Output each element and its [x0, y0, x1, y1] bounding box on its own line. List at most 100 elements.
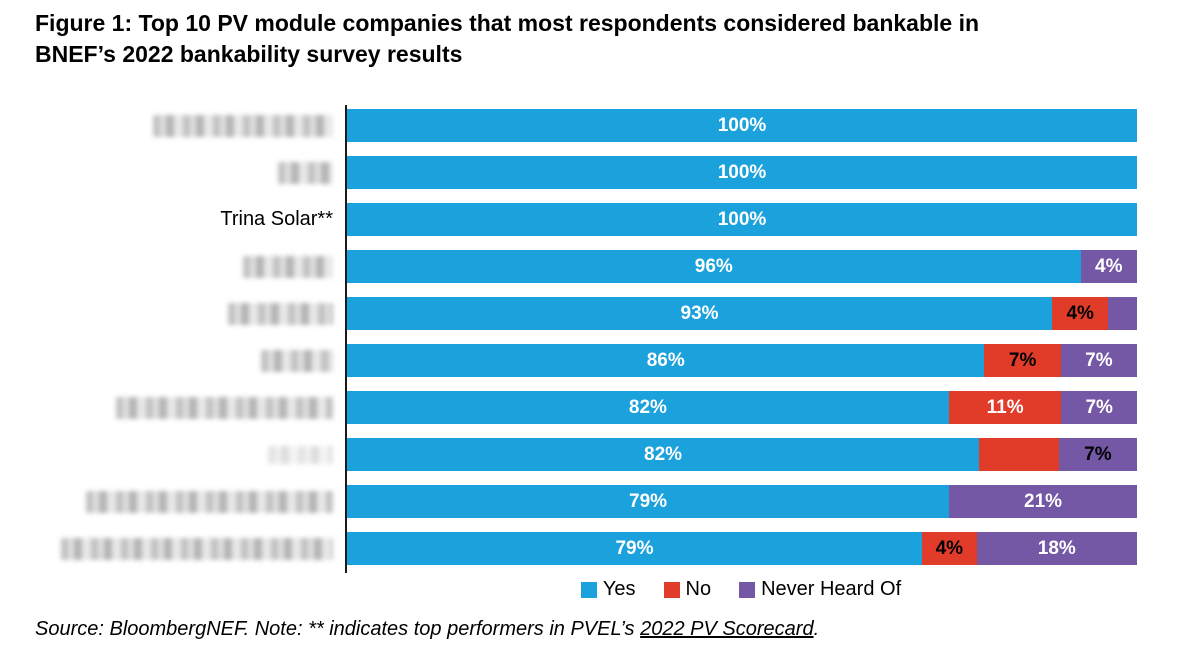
stacked-bar: 82% 11% 7%: [347, 391, 1137, 424]
source-note: Source: BloombergNEF. Note: ** indicates…: [35, 618, 1175, 641]
bar-segment-no: 11%: [948, 391, 1062, 424]
bar-segment-yes: 100%: [347, 109, 1137, 142]
row-label: [35, 302, 345, 325]
bar-segment-never-heard-of: 7%: [1058, 438, 1137, 471]
bar-segment-never-heard-of: 7%: [1060, 344, 1138, 377]
bar-segment-never-heard-of: 21%: [949, 485, 1137, 518]
segment-value-label: 96%: [694, 256, 733, 277]
row-label: [35, 114, 345, 137]
chart-row: 100%: [35, 102, 1137, 149]
segment-value-label: 7%: [1085, 397, 1113, 418]
bar-chart-rows: 100% 100% Trina Solar** 100% 96% 4% 93% 4% 86% 7%…: [35, 102, 1138, 573]
row-label: Trina Solar**: [220, 208, 333, 230]
bar-segment-no: [979, 438, 1059, 471]
redacted-company-name: [278, 161, 333, 184]
bar-segment-yes: 79%: [347, 532, 922, 565]
chart-row: Trina Solar** 100%: [35, 196, 1137, 243]
segment-value-label: 7%: [1008, 350, 1037, 371]
bar-segment-yes: 82%: [347, 438, 980, 471]
segment-value-label: 82%: [644, 444, 683, 465]
stacked-bar: 79% 4% 18%: [347, 532, 1137, 565]
redacted-company-name: [268, 445, 333, 464]
redacted-company-name: [261, 349, 333, 372]
chart-row: 82% 7%: [35, 431, 1137, 478]
segment-value-label: 86%: [646, 350, 685, 371]
stacked-bar: 100%: [347, 156, 1137, 189]
segment-value-label: 79%: [629, 491, 668, 512]
stacked-bar: 86% 7% 7%: [347, 344, 1138, 377]
segment-value-label: 4%: [1095, 256, 1123, 277]
legend-swatch: [739, 581, 756, 598]
stacked-bar: 79% 21%: [347, 485, 1137, 518]
bar-segment-yes: 96%: [347, 250, 1081, 283]
row-label: [35, 161, 345, 184]
legend-label: No: [685, 578, 712, 600]
figure-title: Figure 1: Top 10 PV module companies tha…: [35, 10, 980, 67]
redacted-company-name: [153, 114, 333, 137]
segment-value-label: 100%: [717, 209, 767, 230]
row-label: [35, 396, 345, 419]
chart-row: 86% 7% 7%: [35, 337, 1138, 384]
bar-segment-never-heard-of: 7%: [1061, 391, 1137, 424]
segment-value-label: 82%: [628, 397, 667, 418]
y-axis-line: [345, 105, 347, 573]
legend-label: Never Heard Of: [761, 578, 902, 600]
segment-value-label: 4%: [935, 538, 964, 559]
bar-segment-yes: 86%: [347, 344, 985, 377]
chart-row: 82% 11% 7%: [35, 384, 1137, 431]
stacked-bar: 100%: [347, 109, 1137, 142]
bar-segment-yes: 82%: [347, 391, 949, 424]
segment-value-label: 4%: [1066, 303, 1094, 324]
redacted-company-name: [86, 490, 333, 513]
segment-value-label: 11%: [986, 397, 1024, 418]
bar-segment-no: 7%: [984, 344, 1061, 377]
scorecard-link[interactable]: 2022 PV Scorecard: [640, 618, 814, 640]
segment-value-label: 79%: [615, 538, 654, 559]
source-note-text: Source: BloombergNEF. Note: ** indicates…: [35, 618, 641, 640]
segment-value-label: 7%: [1084, 444, 1112, 465]
row-label: [35, 445, 345, 464]
legend-item-no: No: [663, 578, 712, 601]
stacked-bar: 82% 7%: [347, 438, 1137, 471]
segment-value-label: 100%: [717, 162, 767, 183]
source-note-suffix: .: [813, 618, 820, 640]
segment-value-label: 7%: [1085, 350, 1113, 371]
bar-segment-no: 4%: [921, 532, 977, 565]
chart-legend: Yes No Never Heard Of: [345, 578, 1137, 601]
row-label: [35, 255, 345, 278]
redacted-company-name: [228, 302, 333, 325]
chart-row: 93% 4%: [35, 290, 1137, 337]
bar-segment-no: 4%: [1052, 297, 1109, 330]
chart-row: 79% 4% 18%: [35, 525, 1137, 572]
legend-item-never-heard-of: Never Heard Of: [739, 578, 901, 601]
chart-row: 100%: [35, 149, 1137, 196]
row-label: [35, 349, 345, 372]
bankability-chart: 100% 100% Trina Solar** 100% 96% 4% 93% 4% 86% 7%…: [35, 102, 1138, 601]
stacked-bar: 96% 4%: [347, 250, 1137, 283]
stacked-bar: 93% 4%: [347, 297, 1137, 330]
bar-segment-never-heard-of: [1108, 297, 1137, 330]
bar-segment-yes: 79%: [347, 485, 950, 518]
redacted-company-name: [61, 537, 333, 560]
segment-value-label: 93%: [680, 303, 719, 324]
segment-value-label: 21%: [1024, 491, 1063, 512]
bar-segment-yes: 100%: [347, 156, 1137, 189]
bar-segment-never-heard-of: 18%: [976, 532, 1137, 565]
segment-value-label: 18%: [1037, 538, 1076, 559]
legend-label: Yes: [602, 578, 636, 600]
bar-segment-yes: 93%: [347, 297, 1053, 330]
row-label: [35, 490, 345, 513]
legend-swatch: [580, 581, 597, 598]
chart-row: 79% 21%: [35, 478, 1137, 525]
bar-segment-yes: 100%: [347, 203, 1137, 236]
chart-row: 96% 4%: [35, 243, 1137, 290]
bar-segment-never-heard-of: 4%: [1080, 250, 1137, 283]
stacked-bar: 100%: [347, 203, 1137, 236]
segment-value-label: 100%: [717, 115, 767, 136]
redacted-company-name: [116, 396, 333, 419]
row-label: [35, 537, 345, 560]
legend-item-yes: Yes: [580, 578, 636, 601]
legend-swatch: [663, 581, 680, 598]
redacted-company-name: [243, 255, 333, 278]
